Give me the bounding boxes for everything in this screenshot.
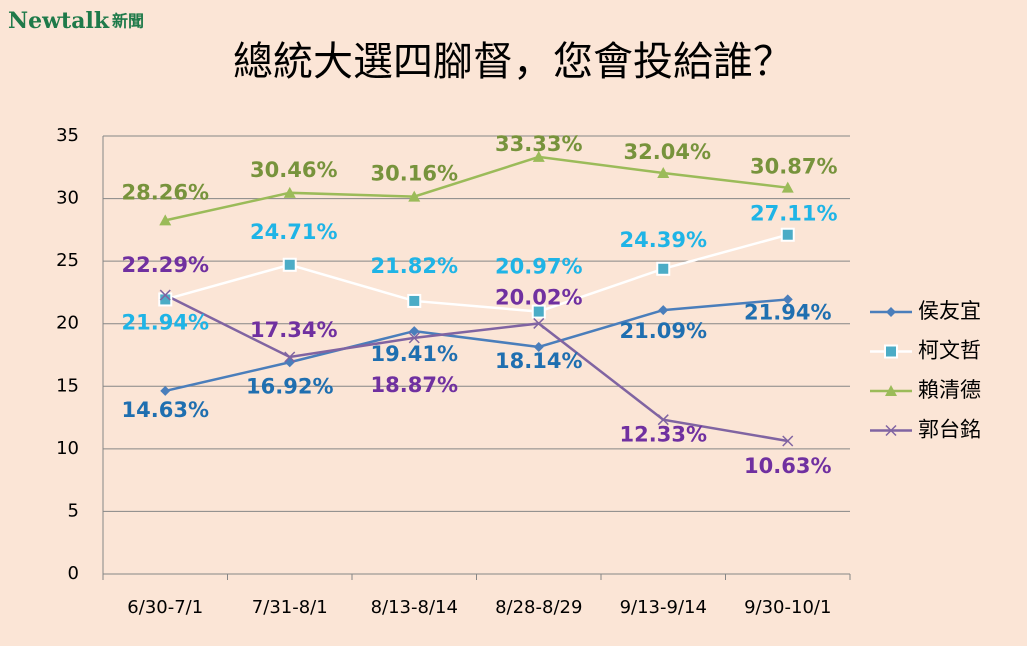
value-label: 21.82% (371, 254, 458, 278)
y-tick-label: 5 (68, 500, 79, 521)
data-point (158, 292, 173, 307)
value-label: 24.39% (620, 228, 707, 252)
data-point (782, 435, 794, 447)
value-label: 24.71% (250, 220, 337, 244)
value-label: 20.02% (495, 285, 582, 309)
legend-marker (886, 307, 896, 317)
data-point (533, 317, 545, 329)
legend-label: 郭台銘 (918, 418, 981, 442)
value-label: 18.14% (495, 349, 582, 373)
data-point (284, 357, 295, 368)
chart-title: 總統大選四腳督，您會投給誰？ (233, 39, 793, 85)
y-tick-label: 35 (56, 125, 79, 146)
y-tick-label: 10 (56, 438, 79, 459)
data-point (159, 214, 172, 226)
value-label: 21.09% (620, 319, 707, 343)
x-tick-label: 8/28-8/29 (495, 597, 582, 618)
value-label: 30.87% (750, 155, 837, 179)
value-label: 21.94% (744, 300, 831, 324)
value-label: 21.94% (122, 310, 209, 334)
legend-label: 賴清德 (918, 378, 981, 402)
value-label: 32.04% (624, 140, 711, 164)
data-point (159, 289, 171, 301)
value-label: 28.26% (122, 180, 209, 204)
value-label: 16.92% (246, 374, 333, 398)
value-label: 19.41% (371, 342, 458, 366)
data-point (656, 261, 671, 276)
data-point (657, 167, 670, 179)
series-line (164, 233, 789, 313)
y-tick-label: 20 (56, 313, 79, 334)
logo-suffix: 新聞 (112, 12, 144, 31)
data-point (531, 304, 546, 319)
legend-marker (885, 424, 897, 437)
value-label: 33.33% (495, 132, 582, 156)
legend-label: 柯文哲 (918, 339, 981, 363)
legend-marker (884, 344, 898, 359)
value-label: 20.97% (495, 255, 582, 279)
value-label: 27.11% (750, 202, 837, 226)
x-tick-label: 7/31-8/1 (252, 597, 328, 618)
data-point (409, 326, 420, 337)
data-point (408, 332, 420, 344)
data-point (658, 305, 669, 316)
value-label: 14.63% (122, 398, 209, 422)
legend-label: 侯友宜 (918, 299, 981, 323)
data-point (282, 257, 297, 272)
value-label: 30.46% (250, 158, 337, 182)
legend-marker (885, 385, 897, 396)
value-label: 30.16% (371, 162, 458, 186)
y-tick-label: 30 (56, 188, 79, 209)
x-tick-label: 9/30-10/1 (744, 597, 831, 618)
value-label: 10.63% (744, 454, 831, 478)
data-point (283, 186, 296, 198)
x-tick-label: 9/13-9/14 (620, 597, 707, 618)
series-line (164, 293, 788, 443)
data-point (408, 190, 421, 202)
data-point (160, 385, 171, 396)
series-line (164, 298, 788, 393)
data-point (407, 293, 422, 308)
data-point (532, 150, 545, 162)
value-label: 22.29% (122, 253, 209, 277)
x-tick-label: 6/30-7/1 (127, 597, 203, 618)
data-point (284, 351, 296, 363)
data-point (780, 227, 795, 242)
data-point (657, 414, 669, 426)
logo-brand: Newtalk (8, 8, 110, 34)
value-label: 12.33% (620, 423, 707, 447)
series-line (164, 155, 788, 222)
data-point (781, 181, 794, 193)
value-label: 18.87% (371, 373, 458, 397)
y-tick-label: 0 (68, 563, 79, 584)
y-tick-label: 15 (56, 375, 79, 396)
value-label: 17.34% (250, 318, 337, 342)
x-tick-label: 8/13-8/14 (371, 597, 458, 618)
y-tick-label: 25 (56, 250, 79, 271)
data-point (782, 294, 793, 305)
data-point (533, 341, 544, 352)
